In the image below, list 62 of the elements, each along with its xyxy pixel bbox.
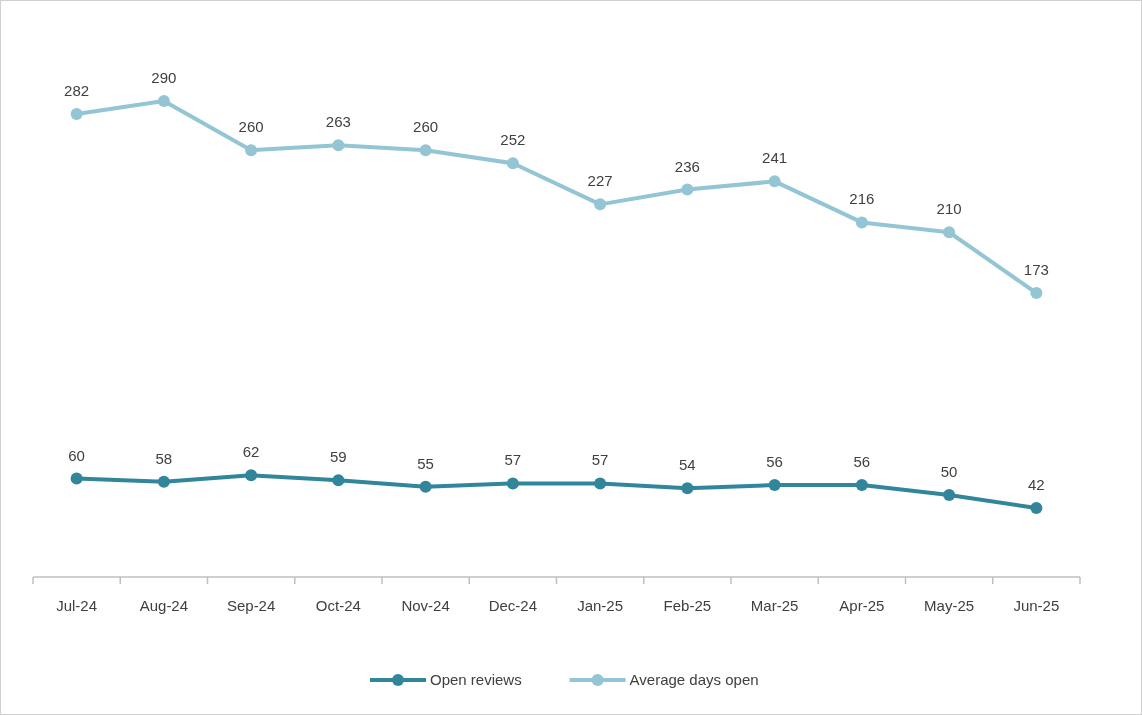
data-label: 57 <box>591 451 609 469</box>
x-tick-label: May-25 <box>924 597 975 614</box>
point <box>506 157 519 170</box>
point <box>855 216 868 229</box>
data-label: 210 <box>936 200 962 218</box>
data-label: 216 <box>849 190 875 208</box>
x-tick-label: Jan-25 <box>577 597 624 614</box>
point <box>943 226 956 239</box>
data-label: 252 <box>500 131 526 149</box>
point <box>681 183 694 196</box>
point <box>419 480 432 493</box>
data-label: 263 <box>325 113 351 131</box>
data-label: 241 <box>762 149 788 167</box>
data-label: 290 <box>151 68 177 86</box>
data-label: 282 <box>64 82 90 100</box>
point <box>245 469 258 482</box>
x-tick-label: Jul-24 <box>56 597 98 614</box>
x-tick-label: Oct-24 <box>315 597 361 614</box>
x-tick-label: Sep-24 <box>226 597 276 614</box>
data-label: 236 <box>674 157 700 175</box>
point <box>1030 502 1043 515</box>
point <box>594 477 607 490</box>
data-label: 260 <box>413 118 439 136</box>
data-label: 60 <box>68 446 85 464</box>
point <box>681 482 694 495</box>
data-label: 55 <box>417 454 434 472</box>
data-label: 227 <box>587 172 613 190</box>
x-tick-label: Apr-25 <box>839 597 885 614</box>
point <box>332 474 345 487</box>
point <box>768 175 781 188</box>
point <box>157 475 170 488</box>
x-tick-label: Feb-25 <box>663 597 712 614</box>
x-tick-label: Mar-25 <box>750 597 799 614</box>
point <box>506 477 519 490</box>
point <box>70 108 83 121</box>
x-tick-label: Nov-24 <box>401 597 450 614</box>
x-tick-label: Dec-24 <box>488 597 538 614</box>
x-tick-label: Aug-24 <box>139 597 189 614</box>
data-label: 62 <box>242 443 260 461</box>
data-label: 59 <box>330 448 347 466</box>
point <box>70 472 83 485</box>
point <box>245 144 258 157</box>
point <box>1030 287 1043 299</box>
point <box>157 94 170 107</box>
point <box>855 479 868 492</box>
data-label: 56 <box>766 453 783 471</box>
data-label: 42 <box>1028 476 1045 494</box>
data-label: 50 <box>940 462 958 480</box>
data-label: 260 <box>238 118 264 136</box>
data-label: 54 <box>679 456 696 474</box>
legend-label: Average days open <box>629 671 759 688</box>
point <box>594 198 607 211</box>
x-tick-label: Jun-25 <box>1013 597 1060 614</box>
point <box>332 139 345 152</box>
point <box>768 479 781 492</box>
data-label: 58 <box>155 449 173 467</box>
data-label: 56 <box>853 453 871 471</box>
point <box>943 488 956 501</box>
data-label: 57 <box>504 451 522 469</box>
point <box>419 144 432 157</box>
data-label: 173 <box>1023 261 1049 278</box>
legend-label: Open reviews <box>430 671 522 688</box>
